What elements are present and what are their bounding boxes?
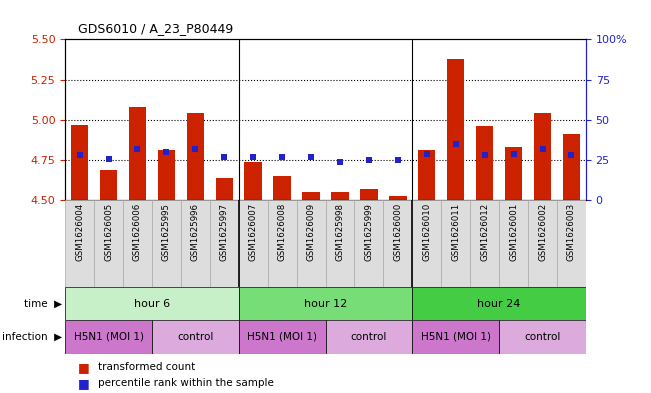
Text: time  ▶: time ▶: [23, 299, 62, 309]
Bar: [245, 162, 262, 200]
Bar: [158, 151, 175, 200]
Text: GSM1626011: GSM1626011: [451, 203, 460, 261]
Text: hour 24: hour 24: [477, 299, 521, 309]
Bar: [239, 320, 326, 354]
Bar: [273, 176, 291, 200]
Text: H5N1 (MOI 1): H5N1 (MOI 1): [247, 332, 317, 342]
Text: GSM1626004: GSM1626004: [75, 203, 84, 261]
Text: ■: ■: [78, 361, 90, 374]
Text: GSM1626012: GSM1626012: [480, 203, 489, 261]
Bar: [239, 287, 412, 320]
Bar: [476, 126, 493, 200]
Text: transformed count: transformed count: [98, 362, 195, 373]
Bar: [268, 200, 297, 287]
Text: GSM1626009: GSM1626009: [307, 203, 316, 261]
Text: GSM1625999: GSM1625999: [365, 203, 374, 261]
Bar: [354, 200, 383, 287]
Text: GSM1625996: GSM1625996: [191, 203, 200, 261]
Bar: [418, 151, 436, 200]
Text: GSM1625997: GSM1625997: [220, 203, 229, 261]
Bar: [447, 59, 464, 200]
Bar: [65, 200, 94, 287]
Text: GDS6010 / A_23_P80449: GDS6010 / A_23_P80449: [78, 22, 233, 35]
Text: GSM1626010: GSM1626010: [422, 203, 431, 261]
Bar: [383, 200, 412, 287]
Text: GSM1626001: GSM1626001: [509, 203, 518, 261]
Bar: [302, 192, 320, 200]
Text: GSM1626008: GSM1626008: [277, 203, 286, 261]
Bar: [65, 287, 239, 320]
Text: control: control: [351, 332, 387, 342]
Bar: [152, 320, 239, 354]
Bar: [505, 147, 522, 200]
Bar: [215, 178, 233, 200]
Bar: [470, 200, 499, 287]
Bar: [499, 320, 586, 354]
Bar: [210, 200, 239, 287]
Text: GSM1626000: GSM1626000: [393, 203, 402, 261]
Bar: [239, 200, 268, 287]
Bar: [71, 125, 89, 200]
Text: infection  ▶: infection ▶: [2, 332, 62, 342]
Text: GSM1626007: GSM1626007: [249, 203, 258, 261]
Bar: [562, 134, 580, 200]
Text: GSM1626003: GSM1626003: [567, 203, 576, 261]
Bar: [331, 192, 349, 200]
Bar: [441, 200, 470, 287]
Bar: [297, 200, 326, 287]
Text: H5N1 (MOI 1): H5N1 (MOI 1): [421, 332, 491, 342]
Text: percentile rank within the sample: percentile rank within the sample: [98, 378, 273, 388]
Bar: [412, 287, 586, 320]
Text: GSM1626002: GSM1626002: [538, 203, 547, 261]
Text: hour 6: hour 6: [134, 299, 170, 309]
Bar: [100, 170, 117, 200]
Text: GSM1625995: GSM1625995: [162, 203, 171, 261]
Text: hour 12: hour 12: [304, 299, 347, 309]
Bar: [360, 189, 378, 200]
Bar: [412, 320, 499, 354]
Bar: [152, 200, 181, 287]
Text: ■: ■: [78, 376, 90, 390]
Bar: [187, 114, 204, 200]
Text: control: control: [524, 332, 561, 342]
Bar: [326, 200, 354, 287]
Bar: [557, 200, 586, 287]
Text: GSM1625998: GSM1625998: [335, 203, 344, 261]
Bar: [65, 320, 152, 354]
Bar: [181, 200, 210, 287]
Bar: [412, 200, 441, 287]
Text: GSM1626005: GSM1626005: [104, 203, 113, 261]
Bar: [534, 114, 551, 200]
Text: H5N1 (MOI 1): H5N1 (MOI 1): [74, 332, 143, 342]
Bar: [389, 196, 406, 200]
Bar: [528, 200, 557, 287]
Bar: [123, 200, 152, 287]
Bar: [499, 200, 528, 287]
Bar: [129, 107, 146, 200]
Bar: [94, 200, 123, 287]
Text: GSM1626006: GSM1626006: [133, 203, 142, 261]
Bar: [326, 320, 412, 354]
Text: control: control: [177, 332, 214, 342]
